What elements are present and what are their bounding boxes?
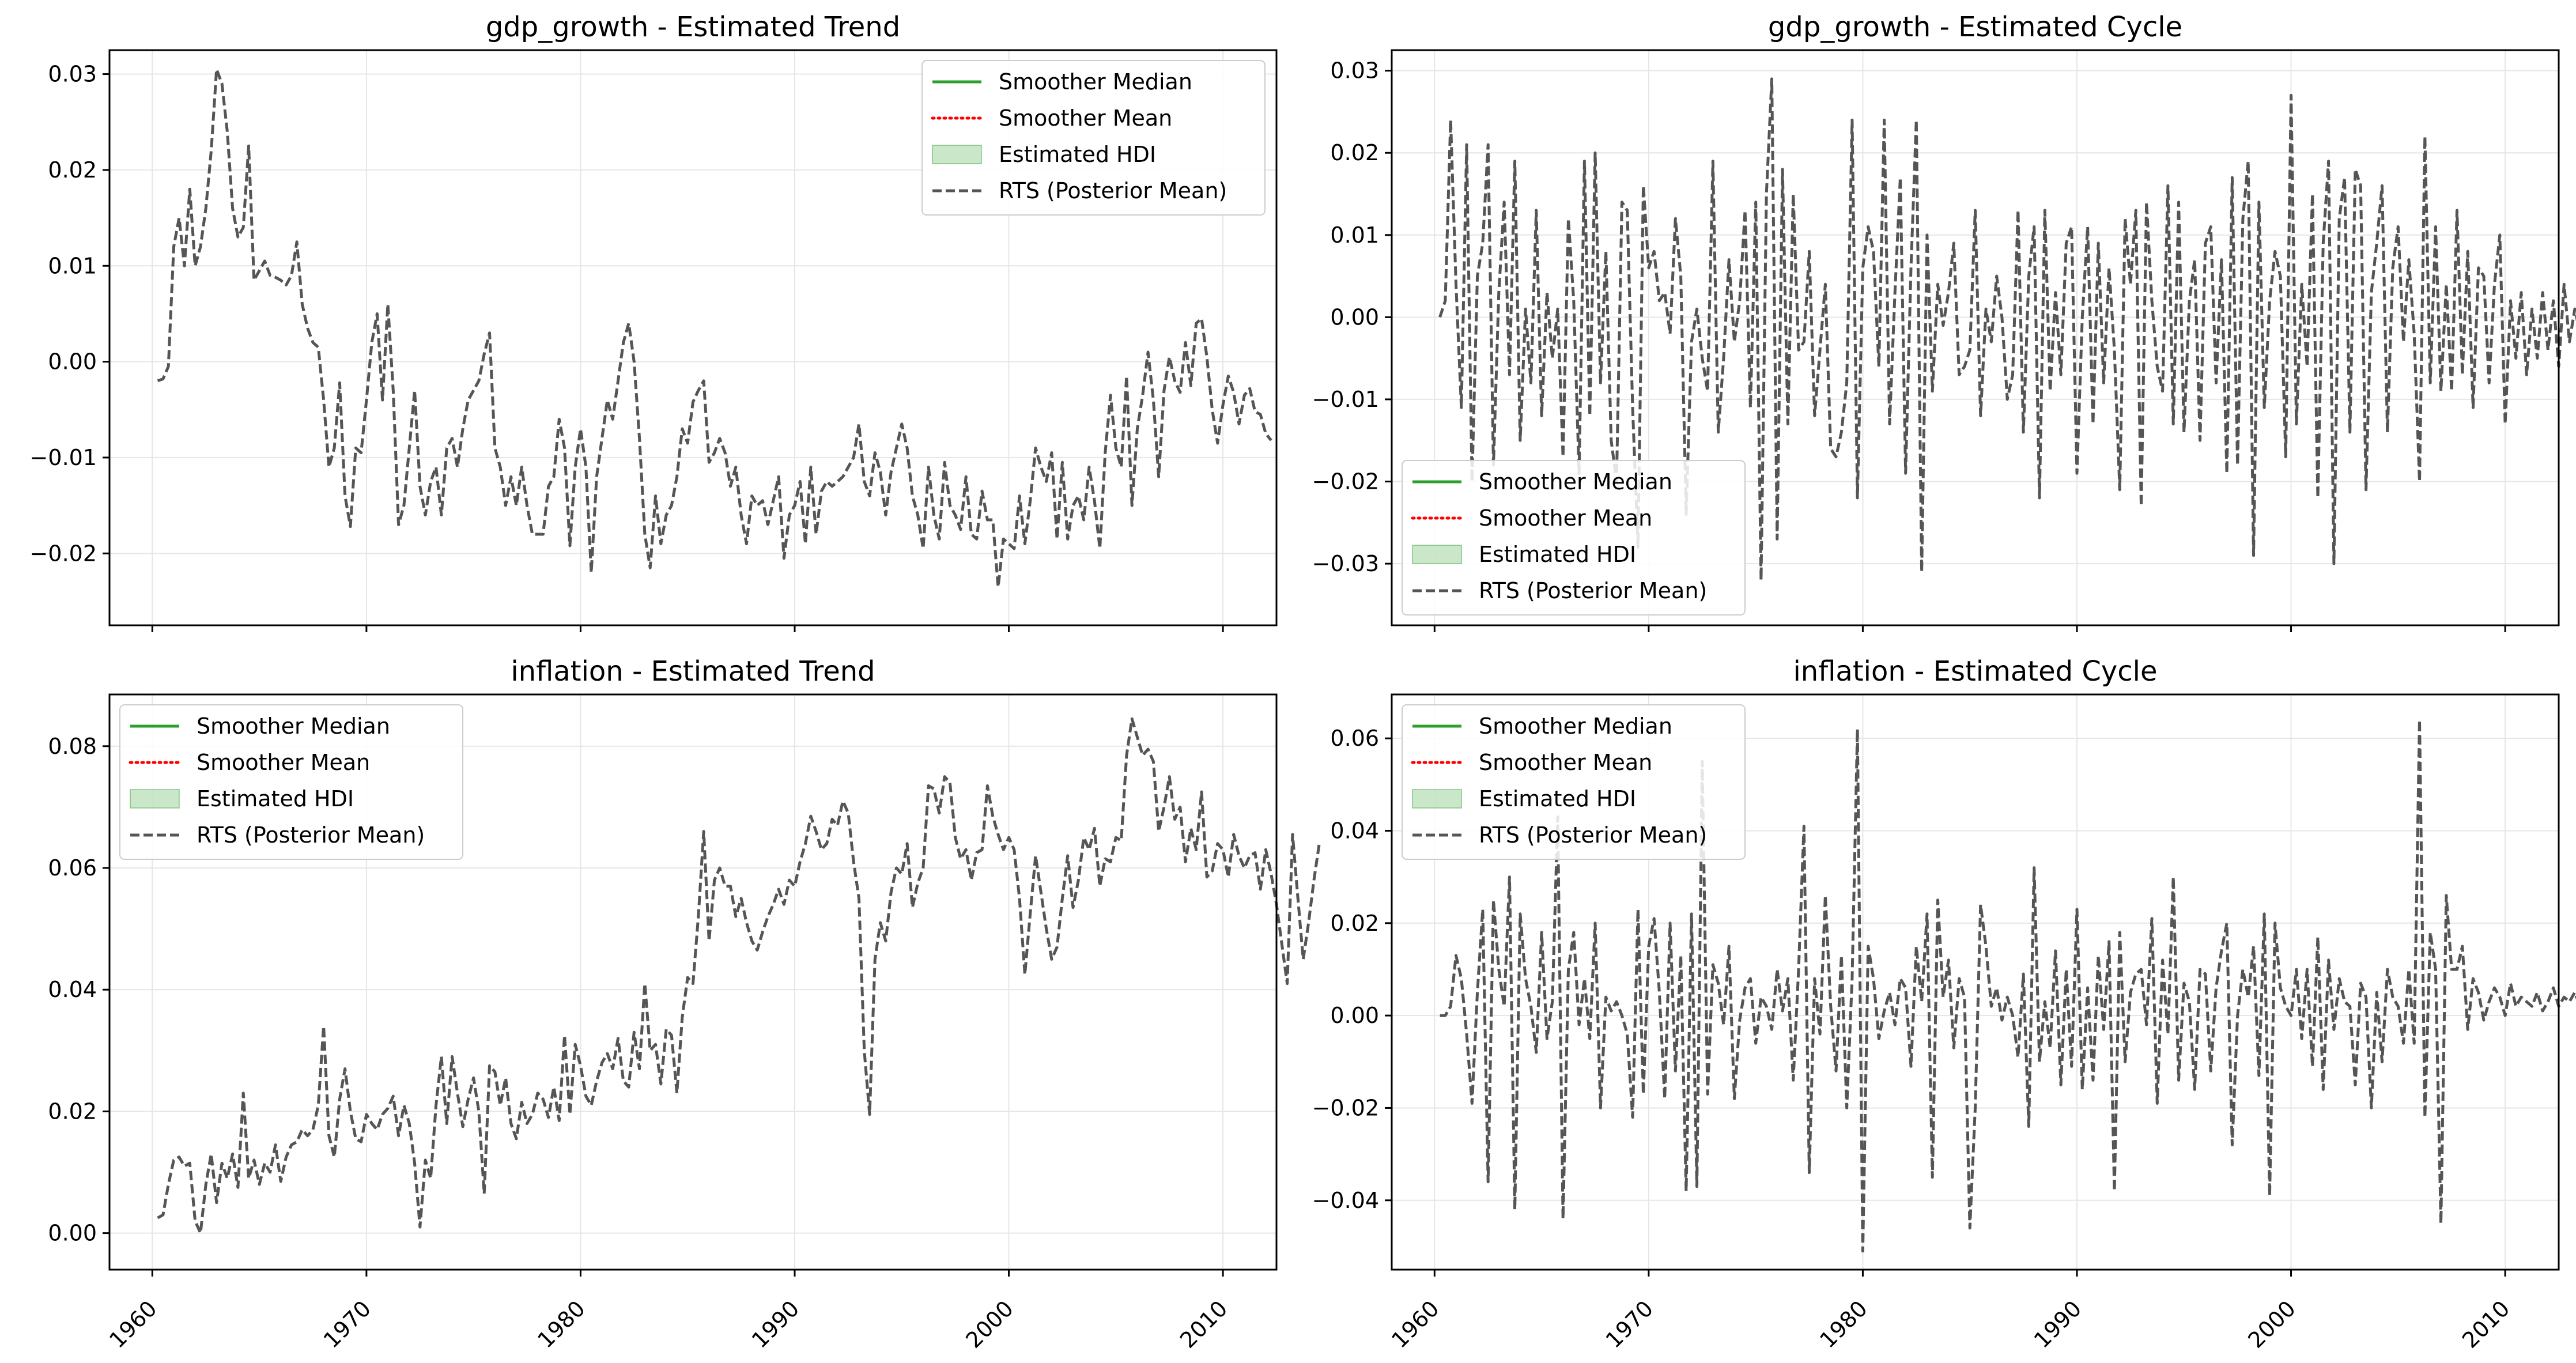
- subplot-title: gdp_growth - Estimated Cycle: [1768, 11, 2182, 43]
- legend-label: Smoother Median: [1479, 713, 1672, 739]
- y-tick-label: 0.02: [1330, 911, 1379, 936]
- legend: Smoother Median Smoother Mean Estimated HD…: [1402, 460, 1746, 616]
- legend-frame: [1402, 460, 1746, 616]
- legend-label: RTS (Posterior Mean): [197, 822, 425, 848]
- legend-handle-estimated-hdi: [932, 145, 982, 164]
- legend-label: Smoother Mean: [999, 105, 1172, 131]
- x-tick-label: 2010: [1175, 1296, 1233, 1353]
- y-tick-label: 0.00: [48, 349, 97, 375]
- legend-handle-estimated-hdi: [130, 789, 180, 809]
- legend-label: Smoother Mean: [197, 750, 370, 775]
- subplot-1: −0.02 −0.01 0.00 0.01 0.02 0.03 gdp_growth - E…: [30, 11, 1278, 632]
- y-tick-label: 0.03: [1330, 58, 1379, 84]
- y-tick-label: 0.06: [48, 855, 97, 881]
- y-tick-label: 0.00: [1330, 304, 1379, 330]
- legend-label: RTS (Posterior Mean): [1479, 578, 1707, 603]
- legend: Smoother Median Smoother Mean Estimated HD…: [119, 704, 463, 860]
- x-tick-label: 1970: [1601, 1296, 1659, 1353]
- x-tick-label: 1980: [1815, 1296, 1872, 1353]
- legend-frame: [921, 60, 1266, 216]
- legend-label: Smoother Median: [197, 713, 390, 739]
- y-tick-label: −0.01: [30, 445, 97, 470]
- y-tick-label: 0.06: [1330, 726, 1379, 751]
- x-tick-label: 2010: [2457, 1296, 2515, 1353]
- legend-label: Estimated HDI: [999, 142, 1156, 167]
- legend-handle-estimated-hdi: [1412, 789, 1462, 809]
- x-tick-label: 2000: [961, 1296, 1018, 1353]
- axes-frame: [1391, 49, 2560, 626]
- y-tick-label: −0.02: [1312, 469, 1379, 494]
- legend: Smoother Median Smoother Mean Estimated HD…: [921, 60, 1266, 216]
- x-tick-label: 1990: [2029, 1296, 2087, 1353]
- y-tick-label: 0.01: [48, 253, 97, 278]
- legend-label: Smoother Mean: [1479, 750, 1652, 775]
- legend-label: Smoother Median: [1479, 469, 1672, 494]
- y-tick-label: −0.01: [1312, 387, 1379, 412]
- y-tick-label: 0.00: [48, 1221, 97, 1246]
- x-tick-label: 1980: [532, 1296, 590, 1353]
- x-tick-label: 1960: [1387, 1296, 1444, 1353]
- series-line-rts-posterior-mean: [1440, 718, 2576, 1253]
- axes-frame: [108, 693, 1278, 1271]
- subplot-title: inflation - Estimated Trend: [511, 655, 875, 688]
- subplot-title: gdp_growth - Estimated Trend: [486, 11, 900, 43]
- subplot-3: 1960 1970 1980 1990 2000 2010 0.00 0.02 0.04 0.06…: [48, 655, 1321, 1353]
- y-tick-label: 0.04: [1330, 818, 1379, 843]
- y-tick-label: −0.03: [1312, 551, 1379, 576]
- legend-frame: [119, 704, 463, 860]
- x-tick-label: 1990: [747, 1296, 804, 1353]
- legend-label: RTS (Posterior Mean): [999, 178, 1227, 203]
- y-tick-label: 0.02: [48, 157, 97, 183]
- subplot-2: −0.03 −0.02 −0.01 0.00 0.01 0.02 0.03 gdp_growt…: [1312, 11, 2576, 632]
- x-tick-label: 1970: [319, 1296, 376, 1353]
- subplot-4: 1960 1970 1980 1990 2000 2010 −0.04 −0.02 0.00 0.…: [1312, 655, 2576, 1353]
- x-tick-label: 1960: [104, 1296, 162, 1353]
- y-tick-label: 0.08: [48, 734, 97, 759]
- legend-handle-estimated-hdi: [1412, 545, 1462, 564]
- y-tick-label: 0.02: [48, 1098, 97, 1124]
- y-tick-label: −0.02: [1312, 1095, 1379, 1120]
- axes-frame: [1391, 693, 2560, 1271]
- legend-label: Estimated HDI: [197, 786, 354, 811]
- y-tick-label: 0.04: [48, 977, 97, 1002]
- y-tick-label: −0.02: [30, 541, 97, 566]
- legend-label: Smoother Mean: [1479, 505, 1652, 531]
- legend-label: Smoother Median: [999, 69, 1192, 95]
- y-tick-label: −0.04: [1312, 1188, 1379, 1213]
- series-line-rts-posterior-mean: [157, 67, 1272, 588]
- legend-label: Estimated HDI: [1479, 542, 1636, 567]
- axes-frame: [108, 49, 1278, 626]
- y-tick-label: 0.02: [1330, 140, 1379, 165]
- x-tick-label: 2000: [2243, 1296, 2301, 1353]
- series-line-rts-posterior-mean: [1438, 77, 2576, 582]
- legend: Smoother Median Smoother Mean Estimated HD…: [1402, 704, 1746, 860]
- y-tick-label: 0.01: [1330, 222, 1379, 248]
- y-tick-label: 0.03: [48, 62, 97, 87]
- legend-label: Estimated HDI: [1479, 786, 1636, 811]
- series-line-rts-posterior-mean: [157, 717, 1321, 1235]
- legend-label: RTS (Posterior Mean): [1479, 822, 1707, 848]
- y-tick-label: 0.00: [1330, 1003, 1379, 1028]
- subplot-title: inflation - Estimated Cycle: [1793, 655, 2157, 688]
- legend-frame: [1402, 704, 1746, 860]
